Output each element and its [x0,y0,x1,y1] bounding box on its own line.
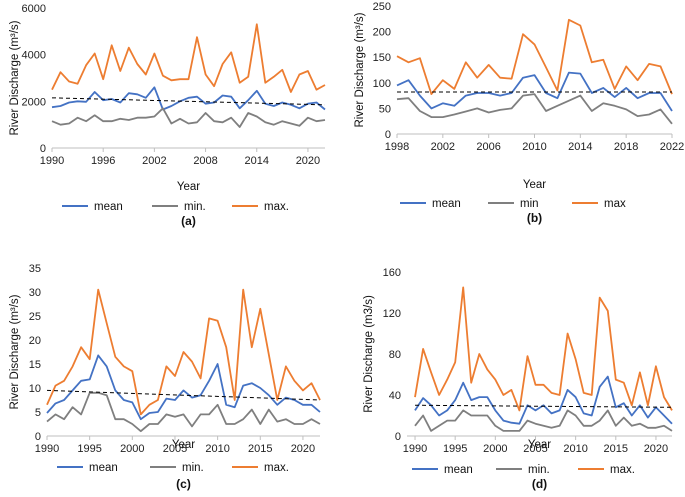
series-line-mean [396,71,673,112]
legend-label-max: max. [264,201,289,213]
y-tick-label: 120 [383,308,401,320]
y-tick-label: 50 [379,103,391,115]
y-tick-label: 250 [373,1,391,13]
series-line-mean [46,354,321,421]
y-tick-label: 25 [29,311,41,323]
x-tick-label: 2005 [523,443,547,455]
x-tick-label: 2015 [248,443,272,455]
y-tick-label: 6000 [22,3,46,15]
y-tick-label: 100 [373,78,391,90]
trend-line [46,389,321,401]
x-tick-label: 2000 [483,443,507,455]
legend-label-min: min. [184,201,206,213]
panel-c: 0 5 10 15 20 25 30 35 1990 1995 2000 2005 2010 2015 20… [9,263,321,491]
legend-label-mean: mean [94,201,123,213]
x-tick-label: 2000 [120,443,144,455]
panel-label: (c) [176,477,191,491]
panel-d: 0 40 80 120 160 1990 1995 2000 2005 2010 2015 2020 R… [363,267,673,491]
x-tick-label: 1998 [385,141,409,153]
series-line-max [396,18,673,95]
legend-label-max: max. [264,462,289,474]
series-line-min [396,93,673,125]
legend-label-mean: mean [432,198,461,210]
trend-line [51,97,326,106]
y-axis-title: River Discharge (m³/s) [354,12,366,127]
panel-label: (b) [527,211,542,225]
x-tick-label: 1990 [35,443,59,455]
x-tick-label: 2002 [431,141,455,153]
series-line-max [46,288,321,416]
y-tick-label: 2000 [22,96,46,108]
x-tick-label: 2014 [568,141,592,153]
series-line-min [414,409,673,432]
x-tick-label: 2020 [291,443,315,455]
trend-line [415,404,673,408]
legend-label-min: min [520,198,539,210]
series-line-max [414,286,673,412]
y-tick-label: 80 [389,349,401,361]
y-tick-label: 35 [29,263,41,275]
x-axis-title: Year [523,179,546,191]
y-tick-label: 200 [373,27,391,39]
legend-label-mean: mean [444,464,473,476]
y-tick-label: 10 [29,383,41,395]
y-tick-label: 0 [35,431,41,443]
series-line-mean [51,86,326,111]
series-line-mean [414,375,673,425]
x-tick-label: 2005 [163,443,187,455]
y-tick-label: 5 [35,407,41,419]
panel-label: (d) [532,477,547,491]
x-tick-label: 2020 [296,155,320,167]
x-tick-label: 2002 [142,155,166,167]
y-tick-label: 160 [383,267,401,279]
x-tick-label: 2020 [644,443,668,455]
panel-a: 0 2000 4000 6000 1990 1996 2002 2008 2014 2020 Riv… [9,3,326,228]
x-axis-title: Year [172,439,195,451]
legend-label-min: min. [528,464,550,476]
legend-label-mean: mean [89,462,118,474]
legend-label-min: min. [182,462,204,474]
x-tick-label: 2015 [604,443,628,455]
panel-label: (a) [181,214,196,228]
x-tick-label: 2022 [660,141,684,153]
y-tick-label: 150 [373,52,391,64]
y-tick-label: 30 [29,287,41,299]
x-axis-title: Year [177,181,200,193]
y-axis-title: River Discharge (m3/s) [363,295,375,413]
x-tick-label: 2014 [245,155,269,167]
series-line-max [51,23,326,93]
y-tick-label: 0 [385,129,391,141]
series-line-min [46,391,321,433]
legend-label-max: max [604,198,626,210]
x-tick-label: 2010 [522,141,546,153]
x-tick-label: 2006 [476,141,500,153]
y-tick-label: 40 [389,390,401,402]
x-tick-label: 1995 [443,443,467,455]
y-tick-label: 0 [395,431,401,443]
x-tick-label: 2018 [614,141,638,153]
y-tick-label: 0 [40,143,46,155]
y-axis-title: River Discharge (m³/s) [9,20,21,135]
x-tick-label: 2010 [563,443,587,455]
x-tick-label: 2008 [193,155,217,167]
panel-b: 0 50 100 150 200 250 1998 2002 2006 2010 2014 2018 2… [354,1,684,225]
y-tick-label: 4000 [22,50,46,62]
x-tick-label: 1996 [91,155,115,167]
y-tick-label: 20 [29,335,41,347]
x-tick-label: 1990 [40,155,64,167]
series-line-min [51,107,326,128]
x-tick-label: 1990 [403,443,427,455]
y-tick-label: 15 [29,359,41,371]
x-tick-label: 2010 [205,443,229,455]
y-axis-title: River Discharge (m³/s) [9,294,21,409]
x-tick-label: 1995 [77,443,101,455]
x-axis-title: Year [528,439,551,451]
legend-label-max: max. [610,464,635,476]
